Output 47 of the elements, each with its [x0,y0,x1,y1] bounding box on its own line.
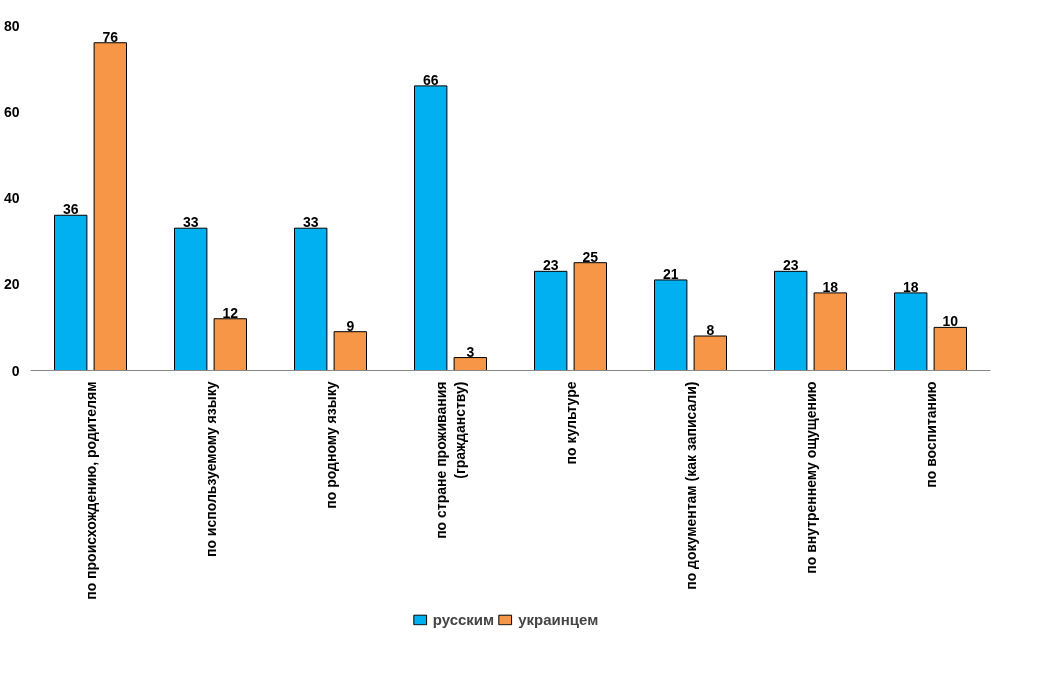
data-label: 36 [62,201,79,218]
bar [573,262,607,371]
y-tick-label: 20 [3,276,20,293]
y-tick-label: 0 [11,362,20,379]
x-tick-label: по документам (как записали) [682,381,699,590]
bar [213,318,247,371]
data-label: 8 [706,322,715,338]
bar [654,279,688,371]
data-label: 23 [782,257,799,274]
x-tick-label: по воспитанию [922,381,939,488]
data-label: 10 [942,313,959,330]
bar [774,270,808,371]
y-tick-label: 60 [3,103,20,120]
data-label: 18 [822,278,839,295]
bar [933,326,967,371]
x-tick-label: по внутреннему ощущению [802,381,819,574]
bar [813,292,847,371]
x-tick-label: по стране проживания (гражданству) [432,381,469,539]
data-label: 66 [422,71,439,88]
bar [693,335,727,371]
x-tick-label: по родному языку [322,381,339,509]
data-label: 9 [346,317,355,334]
y-tick-label: 80 [3,17,20,34]
bar [174,227,208,371]
bar [453,357,487,371]
bar [333,331,367,371]
y-tick-label: 40 [3,190,20,206]
bar [294,227,328,371]
bar [414,85,448,371]
x-tick-label: по происхождению, родителям [82,381,99,600]
x-tick-label: по используемому языку [202,381,219,558]
data-label: 18 [902,278,919,295]
x-tick-label: по культуре [562,381,579,465]
bar [54,214,88,371]
data-label: 23 [542,257,559,274]
data-label: 21 [662,265,679,282]
data-label: 12 [222,304,239,321]
data-label: 25 [582,248,599,265]
legend-label: русским [432,610,495,628]
data-label: 3 [466,343,475,360]
data-label: 33 [182,214,199,231]
data-label: 76 [102,28,119,45]
bar [534,270,568,371]
data-label: 33 [302,214,319,231]
bar [894,292,928,371]
legend-label: украинцем [518,610,599,628]
bar [93,42,127,371]
